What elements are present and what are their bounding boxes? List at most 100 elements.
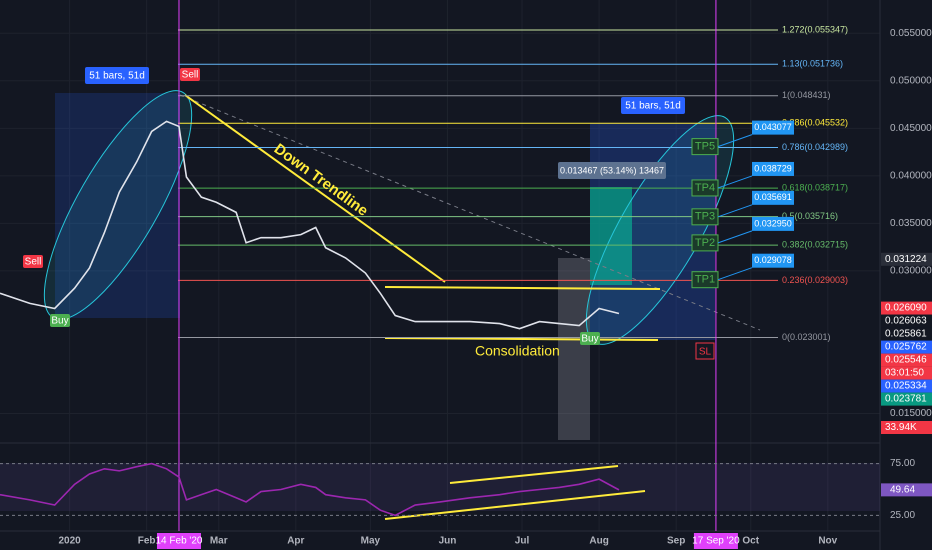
tp-price: 0.038729 [754, 163, 792, 173]
series-line [0, 120, 620, 330]
tp-name: TP3 [695, 211, 715, 223]
tp-connector [717, 204, 753, 218]
x-tick-label: Nov [818, 536, 837, 547]
rsi-trendline [449, 465, 619, 484]
x-tick-label: 2020 [58, 536, 81, 547]
y-tick-label: 75.00 [890, 458, 915, 469]
buy-tag [50, 314, 70, 327]
series-line [0, 462, 620, 517]
price-tag-label: 0.025762 [885, 342, 927, 353]
fib-label: 0.5(0.035716) [782, 211, 838, 221]
y-tick-label: 0.050000 [890, 75, 932, 86]
tp-price-box [752, 190, 794, 205]
date-label: 14 Feb '20 [156, 536, 203, 547]
signal: Sell [182, 70, 199, 81]
range-box [55, 93, 180, 318]
support-line [384, 337, 659, 341]
fib-label: 0.382(0.032715) [782, 239, 848, 249]
price-tag-label: 0.025861 [885, 329, 927, 340]
tp-connector [717, 230, 753, 244]
tp-connector [717, 175, 753, 189]
tp-price: 0.043077 [754, 122, 792, 132]
rsi-trendline [384, 490, 646, 520]
measure-label: 51 bars, 51d [625, 101, 681, 112]
price-tag [881, 327, 932, 341]
signal: Buy [581, 334, 598, 345]
y-tick-label: 0.045000 [890, 123, 932, 134]
sell-tag [23, 255, 43, 268]
measure-box [621, 97, 685, 114]
x-tick-label: Feb [138, 536, 156, 547]
fib-label: 0.618(0.038717) [782, 182, 848, 192]
x-tick-label: Aug [589, 536, 608, 547]
price-tag-label: 0.026090 [885, 303, 927, 314]
measure-label: 51 bars, 51d [89, 71, 145, 82]
annotation: Consolidation [475, 343, 560, 359]
fib-label: 0.786(0.042989) [782, 142, 848, 152]
x-tick-label: Sep [667, 536, 685, 547]
price-tag [881, 314, 932, 328]
fib-label: 0.886(0.045532) [782, 118, 848, 128]
price-tag [881, 301, 932, 315]
measure-label: 0.013467 (53.14%) 13467 [560, 165, 664, 175]
volume-label: 33.94K [885, 422, 917, 433]
y-tick-label: 0.055000 [890, 28, 932, 39]
signal: Buy [51, 316, 68, 327]
price-tag-label: 0.025546 [885, 355, 927, 366]
date-label: 17 Sep '20 [692, 536, 740, 547]
highlight-box [558, 258, 590, 440]
sl-box [695, 342, 715, 360]
x-tick-label: Mar [210, 536, 228, 547]
tp-name: TP2 [695, 237, 715, 249]
price-tag-label: 0.031224 [885, 254, 927, 265]
x-tick-label: May [361, 536, 381, 547]
measure-box [558, 162, 666, 179]
x-tick-label: Apr [287, 536, 304, 547]
rsi-tag [881, 483, 932, 497]
measure-box [85, 67, 149, 84]
volume-tag [881, 421, 932, 434]
price-tag-label: 0.026063 [885, 316, 927, 327]
price-tag [881, 379, 932, 393]
stop-loss: SL [699, 347, 712, 358]
price-tag [881, 392, 932, 406]
tp-name: TP1 [695, 274, 715, 286]
x-tick-label: Oct [742, 536, 759, 547]
fib-label: 1(0.048431) [782, 90, 831, 100]
tp-price-box [752, 216, 794, 231]
fib-label: 1.13(0.051736) [782, 59, 843, 69]
price-tag-label: 0.025334 [885, 381, 927, 392]
rsi-band [0, 463, 880, 511]
y-tick-label: 0.015000 [890, 408, 932, 419]
tp-price: 0.029078 [754, 255, 792, 265]
date-tag [156, 533, 201, 549]
tp-price-box [752, 253, 794, 268]
price-tag [881, 340, 932, 354]
countdown-tag [881, 366, 932, 380]
date-tag [693, 533, 738, 549]
price-tag-label: 0.023781 [885, 394, 927, 405]
y-tick-label: 0.040000 [890, 171, 932, 182]
fib-label: 0(0.023001) [782, 332, 831, 342]
tp-connector [717, 267, 753, 281]
price-tag [881, 252, 932, 266]
rsi-last-label: 49.64 [890, 485, 915, 496]
fib-label: 0.236(0.029003) [782, 275, 848, 285]
y-tick-label: 0.030000 [890, 266, 932, 277]
sell-tag [180, 68, 200, 81]
buy-tag [580, 332, 600, 345]
tp-price-box [752, 161, 794, 176]
countdown: 03:01:50 [885, 368, 924, 379]
fib-label: 1.272(0.055347) [782, 24, 848, 34]
resistance-line [384, 286, 661, 290]
tp-connector [717, 134, 753, 148]
tp-price: 0.032950 [754, 218, 792, 228]
x-tick-label: Jul [515, 536, 530, 547]
y-tick-label: 0.035000 [890, 218, 932, 229]
tp-name: TP5 [695, 141, 715, 153]
x-tick-label: Jun [439, 536, 457, 547]
price-tag [881, 353, 932, 367]
